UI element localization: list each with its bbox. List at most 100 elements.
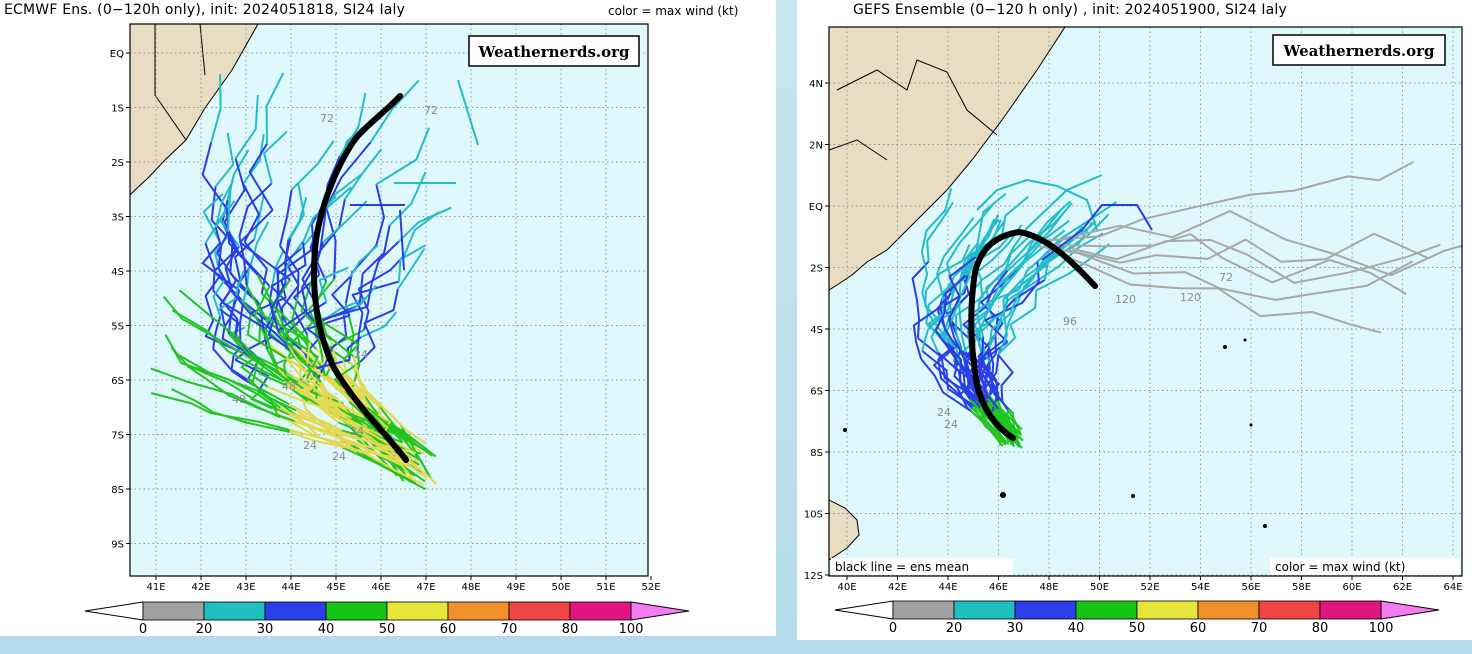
lon-label: 56E (1241, 582, 1260, 593)
ensemble-track (285, 357, 337, 408)
ecmwf-color-label: color = max wind (kt) (608, 4, 739, 18)
colorbar-tick: 70 (501, 622, 518, 636)
ensemble-track (248, 143, 274, 211)
lon-label: 42E (191, 582, 210, 593)
ensemble-track (1026, 174, 1103, 229)
lat-label: 4N (809, 79, 823, 90)
madagascar-land (829, 499, 860, 561)
ensemble-track (338, 92, 367, 157)
colorbar-segment (447, 601, 510, 621)
color-label-box (1270, 558, 1460, 575)
ensemble-track (457, 79, 479, 146)
lat-label: 8S (810, 448, 823, 459)
ensemble-track (314, 323, 326, 378)
ensemble-track (225, 208, 259, 276)
latitude-labels: EQ 1S 2S 3S 4S 5S 6S 7S 8S 9S (110, 49, 130, 551)
ecmwf-map: 72 72 48 48 24 24 24 24 Weathernerds.org EQ 1S 2S… (84, 23, 690, 636)
grid-lines (829, 27, 1462, 576)
ensemble-track (950, 242, 979, 294)
ensemble-track (234, 336, 272, 361)
ensemble-track (234, 359, 270, 392)
lon-label: 41E (146, 582, 165, 593)
ensemble-track (920, 358, 972, 412)
ensemble-track (987, 280, 1037, 351)
ensemble-track (319, 284, 373, 322)
colorbar-low-arrow (84, 601, 144, 621)
ensemble-track (242, 134, 265, 185)
ensemble-track (984, 261, 1040, 343)
gefs-title: GEFS Ensemble (0−120 h only) , init: 202… (853, 2, 1288, 18)
forecast-hour-label: 24 (354, 348, 368, 361)
colorbar-tick: 80 (1312, 621, 1329, 636)
latitude-labels: 4N 2N EQ 2S 4S 6S 8S 10S 12S (804, 79, 829, 582)
ensemble-track (1047, 161, 1414, 242)
colorbar-segment (325, 601, 388, 621)
ensemble-track (950, 351, 986, 410)
ensemble-track (1050, 233, 1407, 295)
ensemble-track (263, 327, 279, 369)
ocean-area (130, 24, 648, 576)
lat-label: 1S (111, 104, 124, 115)
ensemble-track (162, 295, 285, 383)
lat-label: 9S (111, 540, 124, 551)
ensemble-track (997, 408, 1015, 448)
colorbar-tick: 100 (619, 622, 644, 636)
ensemble-track (238, 182, 273, 237)
lon-label: 44E (281, 582, 300, 593)
ensemble-track (325, 141, 372, 209)
ensemble-track (214, 180, 234, 228)
country-border (199, 24, 206, 76)
forecast-hour-label: 72 (320, 112, 334, 125)
lon-label: 46E (989, 582, 1008, 593)
colorbar-tick: 0 (139, 622, 147, 636)
colorbar-segment (1136, 600, 1199, 620)
ensemble-track (359, 322, 376, 363)
forecast-hour-labels: 72 72 48 48 24 24 24 24 (232, 104, 438, 463)
colorbar-high-arrow (630, 601, 690, 621)
ensemble-track (397, 247, 426, 290)
forecast-hour-label: 72 (1219, 271, 1233, 284)
ensemble-track (962, 219, 1002, 276)
ensemble-track (398, 244, 426, 282)
map-frame (129, 23, 649, 577)
lat-label: EQ (809, 202, 823, 213)
ensemble-track (246, 314, 287, 359)
colorbar-segment (1075, 600, 1138, 620)
ensemble-track (946, 204, 994, 265)
colorbar-high-arrow (1380, 600, 1440, 620)
ensemble-track (974, 192, 1007, 258)
ensemble-track (370, 240, 400, 285)
ensemble-track (974, 299, 1005, 363)
lon-label: 50E (1090, 582, 1109, 593)
forecast-hour-label: 24 (944, 418, 958, 431)
ensemble-track (271, 250, 285, 285)
colorbar-segment (1197, 600, 1260, 620)
colorbar-tick: 0 (889, 621, 897, 636)
ensemble-track (201, 142, 228, 210)
colorbar-segment (1258, 600, 1321, 620)
ensemble-track (1041, 204, 1153, 261)
ensemble-track (276, 406, 404, 455)
ensemble-track (240, 356, 269, 388)
lon-label: 49E (506, 582, 525, 593)
colorbar-segment (264, 601, 327, 621)
ensemble-track (933, 346, 968, 408)
ensemble-track (978, 353, 989, 403)
brand-box (1272, 34, 1446, 66)
ensemble-track (369, 79, 420, 143)
lon-label: 45E (326, 582, 345, 593)
lon-label: 43E (236, 582, 255, 593)
ensemble-track (270, 282, 287, 334)
ensemble-track (212, 279, 226, 317)
ensemble-mean-track (311, 93, 409, 463)
lat-label: 3S (111, 213, 124, 224)
ensemble-track (979, 226, 1029, 282)
ensemble-track (170, 346, 290, 416)
ensemble-track (364, 452, 425, 486)
brand-label: Weathernerds.org (1282, 42, 1435, 60)
colorbar-tick: 30 (257, 622, 274, 636)
lat-label: 6S (111, 376, 124, 387)
lon-label: 40E (837, 582, 856, 593)
